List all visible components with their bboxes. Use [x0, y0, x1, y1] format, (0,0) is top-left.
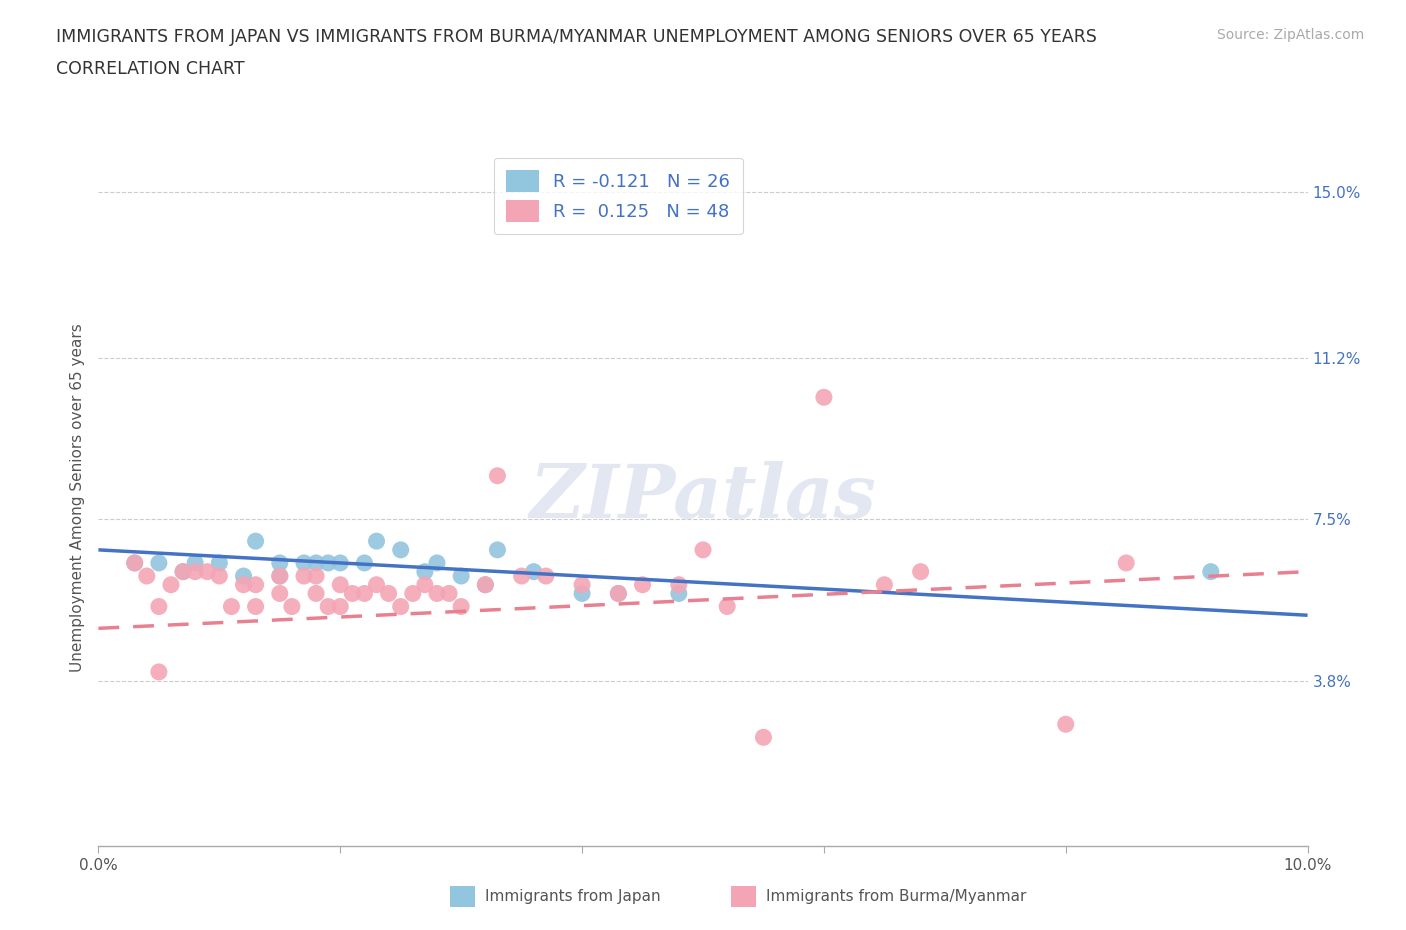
Point [1115, 555, 1137, 570]
Point [510, 568, 533, 583]
Point [366, 578, 388, 592]
Y-axis label: Unemployment Among Seniors over 65 years: Unemployment Among Seniors over 65 years [69, 324, 84, 672]
Text: Source: ZipAtlas.com: Source: ZipAtlas.com [1216, 28, 1364, 42]
Point [148, 555, 170, 570]
Point [534, 568, 557, 583]
Point [269, 586, 291, 601]
Point [148, 599, 170, 614]
Point [245, 578, 267, 592]
Text: CORRELATION CHART: CORRELATION CHART [56, 60, 245, 78]
Text: Immigrants from Japan: Immigrants from Japan [485, 889, 661, 904]
Point [208, 555, 231, 570]
Point [873, 578, 896, 592]
Point [450, 599, 472, 614]
Point [208, 568, 231, 583]
Point [668, 586, 690, 601]
Point [195, 565, 218, 579]
Point [474, 578, 496, 592]
Point [269, 568, 291, 583]
Point [353, 586, 375, 601]
Point [1054, 717, 1077, 732]
Point [474, 578, 496, 592]
Point [631, 578, 654, 592]
Point [184, 565, 207, 579]
Point [377, 586, 399, 601]
Point [910, 565, 932, 579]
Point [437, 586, 460, 601]
Point [316, 555, 339, 570]
Point [389, 599, 412, 614]
Legend: R = -0.121   N = 26, R =  0.125   N = 48: R = -0.121 N = 26, R = 0.125 N = 48 [494, 158, 742, 234]
Point [607, 586, 630, 601]
Point [366, 534, 388, 549]
Point [716, 599, 738, 614]
Point [813, 390, 835, 405]
Point [316, 599, 339, 614]
Point [232, 568, 254, 583]
Point [402, 586, 425, 601]
Point [172, 565, 194, 579]
Point [292, 568, 315, 583]
Point [1199, 565, 1222, 579]
Point [413, 565, 436, 579]
Point [305, 586, 328, 601]
Point [426, 555, 449, 570]
Point [413, 578, 436, 592]
Point [124, 555, 146, 570]
Point [329, 578, 352, 592]
Point [305, 555, 328, 570]
Point [124, 555, 146, 570]
Point [221, 599, 243, 614]
Point [232, 578, 254, 592]
Point [135, 568, 157, 583]
Point [450, 568, 472, 583]
Point [329, 555, 352, 570]
Point [329, 599, 352, 614]
Point [342, 586, 364, 601]
Point [245, 534, 267, 549]
Text: Immigrants from Burma/Myanmar: Immigrants from Burma/Myanmar [766, 889, 1026, 904]
Point [523, 565, 546, 579]
Point [269, 555, 291, 570]
Point [426, 586, 449, 601]
Point [172, 565, 194, 579]
Point [668, 578, 690, 592]
Point [692, 542, 714, 557]
Point [160, 578, 183, 592]
Point [607, 586, 630, 601]
Point [486, 469, 509, 484]
Point [571, 578, 593, 592]
Point [184, 555, 207, 570]
Point [281, 599, 304, 614]
Point [305, 568, 328, 583]
Point [292, 555, 315, 570]
Point [571, 586, 593, 601]
Text: IMMIGRANTS FROM JAPAN VS IMMIGRANTS FROM BURMA/MYANMAR UNEMPLOYMENT AMONG SENIOR: IMMIGRANTS FROM JAPAN VS IMMIGRANTS FROM… [56, 28, 1097, 46]
Point [245, 599, 267, 614]
Point [269, 568, 291, 583]
Point [486, 542, 509, 557]
Point [148, 665, 170, 680]
Point [353, 555, 375, 570]
Point [389, 542, 412, 557]
Text: ZIPatlas: ZIPatlas [530, 461, 876, 534]
Point [752, 730, 775, 745]
